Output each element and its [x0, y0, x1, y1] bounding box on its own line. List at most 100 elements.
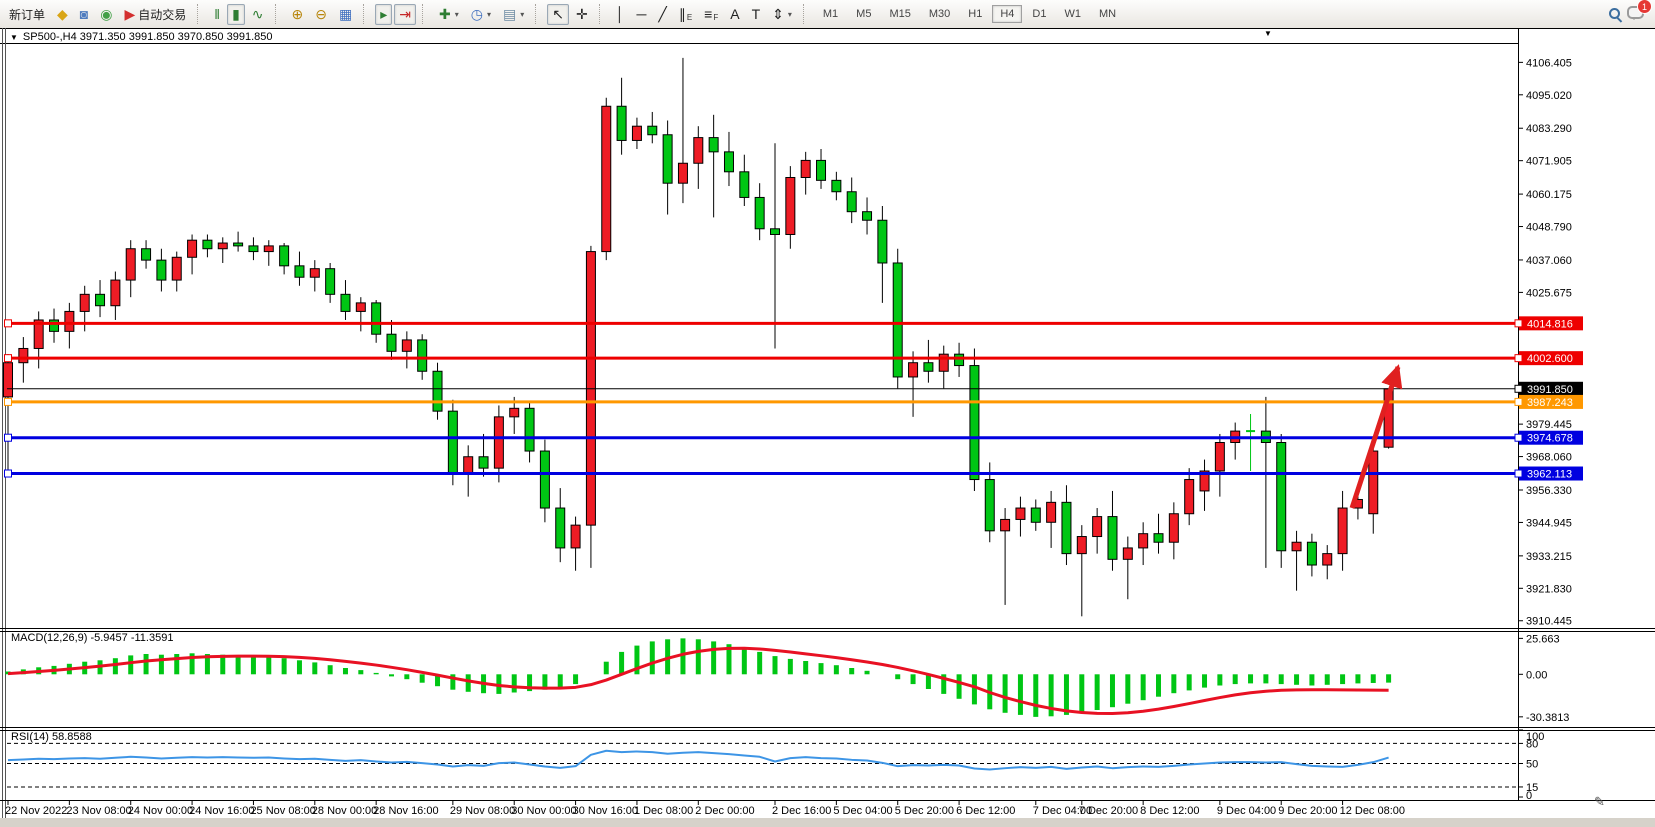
auto-scroll-icon[interactable]: ▸ [375, 3, 393, 25]
time-tick-label: 7 Dec 04:00 [1033, 805, 1092, 817]
candle-body [1306, 541, 1317, 566]
zoom-in-icon[interactable]: ⊕ [287, 4, 309, 25]
candle-body [877, 219, 888, 264]
candle-body [1107, 516, 1118, 560]
time-tick-label: 30 Nov 16:00 [573, 805, 638, 817]
periods-icon[interactable]: ◷ ▾ [466, 4, 496, 25]
bar-chart-icon[interactable]: ‖ [209, 4, 225, 25]
candle-body [831, 179, 842, 193]
candle-body [1291, 541, 1302, 552]
chevron-down-icon[interactable]: ▾ [486, 9, 491, 19]
crosshair-icon[interactable]: ✛ [571, 4, 593, 25]
toolbar-separator [274, 4, 282, 24]
rsi-tick-label: 15 [1526, 782, 1538, 794]
zoom-out-icon[interactable]: ⊖ [310, 4, 332, 25]
timeframe-h1[interactable]: H1 [968, 8, 983, 20]
autotrading-button[interactable]: ▶ 自动交易 [119, 4, 191, 25]
candle-body [816, 159, 827, 181]
fibonacci-icon[interactable]: ≡ F [699, 4, 723, 25]
time-tick-label: 7 Dec 20:00 [1079, 805, 1138, 817]
macd-tick-label: 25.663 [1526, 633, 1560, 645]
timeframe-d1[interactable]: D1 [1032, 8, 1047, 20]
pencil-icon[interactable]: ✎ [1594, 794, 1605, 809]
arrows-icon[interactable]: ⇕ ▾ [767, 4, 797, 25]
time-tick-label: 24 Nov 16:00 [189, 805, 254, 817]
collapse-ohlc-icon[interactable]: ▼ [10, 32, 18, 42]
trendline-icon[interactable]: ╱ [653, 4, 671, 25]
timeframe-m5[interactable]: M5 [856, 8, 872, 20]
time-tick-label: 2 Dec 16:00 [772, 805, 831, 817]
hline-anchor-marker[interactable] [4, 433, 12, 442]
candlestick-chart-icon[interactable]: ▮ [227, 3, 245, 25]
new-chart-icon[interactable]: ◆ [52, 4, 73, 25]
candle-body [417, 339, 428, 372]
candle-body [954, 353, 965, 367]
price-tick-label: 4060.175 [1526, 189, 1572, 201]
hline-price-badge [1519, 351, 1583, 366]
one-click-trading-icon[interactable]: ▼ [1264, 29, 1272, 38]
chevron-down-icon[interactable]: ▾ [454, 9, 459, 19]
timeframe-h4[interactable]: H4 [992, 5, 1023, 23]
search-icon[interactable] [1607, 6, 1623, 22]
annotation-arrow[interactable] [1349, 364, 1403, 509]
hline-axis-marker [1514, 319, 1523, 328]
timeframe-mn[interactable]: MN [1098, 8, 1117, 20]
hline-anchor-marker[interactable] [4, 397, 12, 406]
candle-body [862, 211, 873, 221]
candle-body [33, 319, 44, 349]
text-label-icon[interactable]: T [747, 4, 766, 25]
hline-anchor-marker[interactable] [4, 354, 12, 363]
candle-body [647, 125, 658, 136]
candle-body [340, 293, 351, 312]
price-tick-label: 3944.945 [1526, 517, 1572, 529]
new-order-button[interactable]: 新订单 [4, 4, 50, 25]
tile-windows-icon[interactable]: ▦ [334, 4, 357, 25]
candle-body [79, 293, 90, 312]
candle-body [509, 407, 520, 418]
hline-axis-marker [1514, 433, 1523, 442]
time-tick-label: 8 Dec 12:00 [1140, 805, 1199, 817]
chevron-down-icon[interactable]: ▾ [787, 9, 792, 19]
candle-body [386, 333, 397, 352]
templates-icon[interactable]: ▤ ▾ [498, 4, 529, 25]
hline-anchor-marker[interactable] [4, 469, 12, 478]
horizontal-line-icon[interactable]: ─ [631, 4, 651, 25]
price-tick-label: 3968.060 [1526, 452, 1572, 464]
text-icon[interactable]: A [725, 4, 744, 25]
timeframe-m1[interactable]: M1 [822, 8, 839, 20]
hline-price-badge [1519, 430, 1583, 445]
cursor-icon[interactable]: ↖ [547, 3, 569, 25]
chart-title: ▼ SP500-,H4 3971.350 3991.850 3970.850 3… [10, 31, 272, 43]
hline-axis-marker [1514, 469, 1523, 478]
chart-background [0, 28, 1655, 818]
time-tick-label: 28 Nov 00:00 [312, 805, 377, 817]
hline-price-label: 4002.600 [1527, 353, 1573, 365]
news-icon[interactable]: ◉ [95, 4, 117, 25]
time-tick-label: 5 Dec 20:00 [895, 805, 954, 817]
candle-body [141, 248, 152, 261]
candle-body [432, 370, 443, 412]
timeframe-w1[interactable]: W1 [1064, 8, 1081, 20]
candle-body [969, 365, 980, 481]
candle-body [770, 228, 780, 235]
chevron-down-icon[interactable]: ▾ [520, 9, 525, 19]
channel-icon-letter: E [686, 13, 693, 22]
timeframe-m30[interactable]: M30 [928, 8, 951, 20]
chart-shift-icon[interactable]: ⇥ [394, 3, 416, 25]
chat-icon[interactable]: 1 [1627, 0, 1652, 22]
indicators-icon[interactable]: ✚ ▾ [434, 4, 464, 25]
vertical-line-icon[interactable]: │ [611, 4, 630, 25]
profile-icon[interactable]: ◙ [75, 4, 93, 25]
timeframe-m15[interactable]: M15 [889, 8, 911, 20]
candle-body [371, 302, 382, 335]
hline-anchor-marker[interactable] [4, 319, 12, 328]
candle-body [892, 262, 903, 378]
hline-price-label: 3974.678 [1527, 433, 1573, 445]
channel-icon[interactable]: ∥ E [674, 4, 697, 25]
candle-body [49, 319, 60, 332]
line-chart-icon[interactable]: ∿ [247, 4, 269, 25]
macd-layer: 25.663 0.00 -30.3813 [5, 633, 1569, 724]
